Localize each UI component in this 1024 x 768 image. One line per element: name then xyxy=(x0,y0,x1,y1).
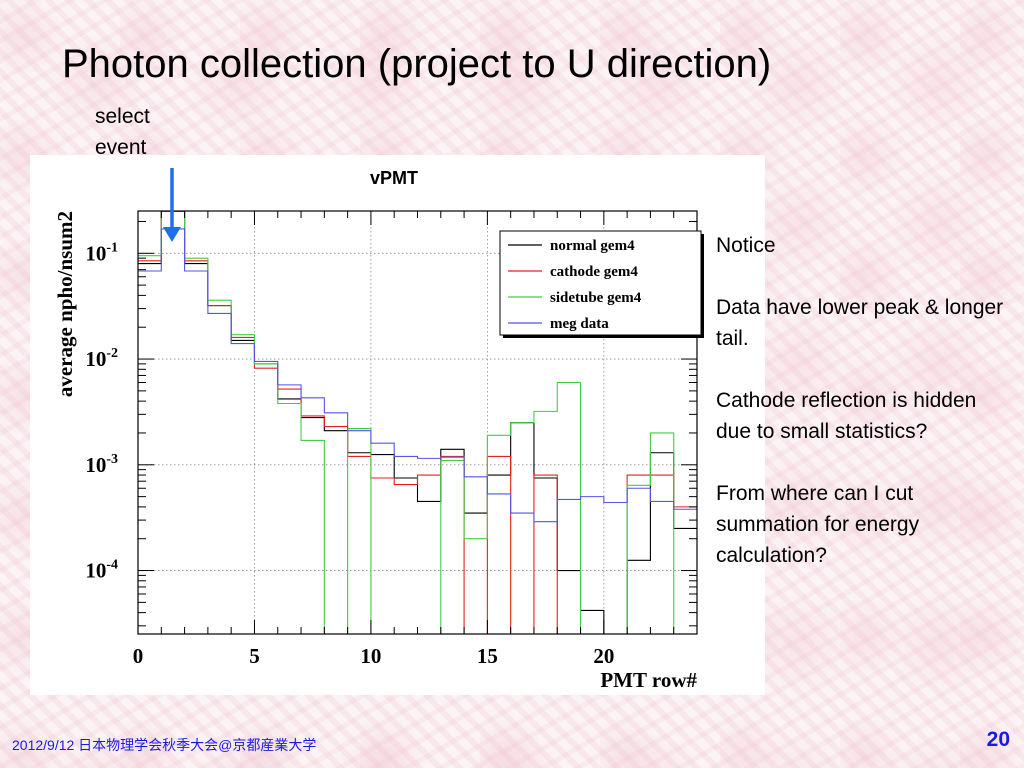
note-heading: Notice xyxy=(716,234,776,257)
tick-layer xyxy=(137,211,698,634)
arrow-head xyxy=(163,227,181,242)
note-item: Cathode reflection is hidden due to smal… xyxy=(716,389,977,443)
x-tick-label: 5 xyxy=(249,644,259,668)
y-tick-label: 10-3 xyxy=(85,452,118,477)
legend-entry: normal gem4 xyxy=(550,238,635,254)
notes-panel: Notice Data have lower peak & longer tai… xyxy=(716,230,1016,602)
x-tick-label: 20 xyxy=(593,644,614,668)
x-tick-label: 0 xyxy=(133,644,144,668)
callout-line: event xyxy=(95,136,147,159)
x-tick-label: 10 xyxy=(360,644,381,668)
y-axis-label: average npho/nsum2 xyxy=(53,211,77,397)
callout-line: select xyxy=(95,105,150,128)
legend-box xyxy=(499,230,702,336)
legend: normal gem4 cathode gem4 sidetube gem4 meg … xyxy=(499,230,704,338)
legend-entry: cathode gem4 xyxy=(550,264,638,280)
legend-entry: meg data xyxy=(550,316,609,332)
y-tick-label: 10-1 xyxy=(85,240,118,265)
histogram-series xyxy=(138,228,697,523)
x-axis-label: PMT row# xyxy=(600,668,697,692)
chart-title: vPMT xyxy=(370,168,418,188)
label-layer: 0 5 10 15 20 10-1 10-2 10-3 10-4 xyxy=(85,240,614,668)
footer-date-venue: 2012/9/12 日本物理学会秋季大会@京都産業大学 xyxy=(12,737,317,753)
legend-entry: sidetube gem4 xyxy=(550,290,642,306)
histogram-chart: 0 5 10 15 20 10-1 10-2 10-3 10-4 normal gem4 cath… xyxy=(53,168,704,692)
x-tick-label: 15 xyxy=(477,644,498,668)
y-tick-label: 10-2 xyxy=(85,346,118,371)
page-number: 20 xyxy=(986,728,1010,751)
slide-title: Photon collection (project to U directio… xyxy=(62,42,772,86)
plot-panel: 0 5 10 15 20 10-1 10-2 10-3 10-4 normal gem4 cath… xyxy=(30,155,765,695)
note-item: From where can I cut summation for energ… xyxy=(716,482,920,567)
y-tick-label: 10-4 xyxy=(85,558,118,583)
note-item: Data have lower peak & longer tail. xyxy=(716,296,1004,350)
